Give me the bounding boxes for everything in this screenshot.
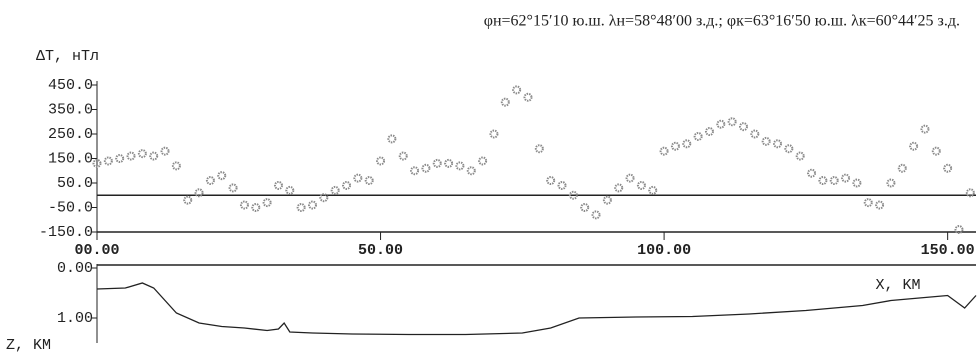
y-tick-label: 1.00 bbox=[57, 310, 93, 327]
data-point bbox=[353, 173, 363, 183]
data-point bbox=[965, 188, 975, 198]
data-point bbox=[863, 198, 873, 208]
data-point bbox=[478, 156, 488, 166]
data-point bbox=[137, 149, 147, 159]
data-point bbox=[841, 173, 851, 183]
data-point bbox=[217, 171, 227, 181]
data-point bbox=[818, 176, 828, 186]
data-point bbox=[466, 166, 476, 176]
data-point bbox=[103, 156, 113, 166]
data-point bbox=[693, 131, 703, 141]
data-point bbox=[126, 151, 136, 161]
data-point bbox=[773, 139, 783, 149]
data-point bbox=[398, 151, 408, 161]
data-point bbox=[376, 156, 386, 166]
y-tick-label: 250.0 bbox=[48, 126, 93, 143]
data-point bbox=[364, 176, 374, 186]
data-point bbox=[761, 136, 771, 146]
data-point bbox=[727, 117, 737, 127]
data-point bbox=[251, 203, 261, 212]
data-point bbox=[410, 166, 420, 176]
data-point bbox=[432, 158, 442, 168]
data-point bbox=[795, 151, 805, 161]
data-point bbox=[750, 129, 760, 139]
data-point bbox=[342, 180, 352, 190]
data-point bbox=[205, 176, 215, 186]
data-point bbox=[829, 176, 839, 186]
data-point bbox=[954, 225, 964, 235]
data-point bbox=[614, 183, 624, 193]
data-point bbox=[591, 210, 601, 220]
x-axis-label: X, KM bbox=[875, 277, 920, 294]
x-tick-label: 00.00 bbox=[74, 242, 119, 259]
data-point bbox=[239, 200, 249, 210]
x-tick-label: 150.00 bbox=[921, 242, 975, 259]
data-point bbox=[296, 203, 306, 212]
data-point bbox=[784, 144, 794, 154]
data-point bbox=[682, 139, 692, 149]
y-tick-label: 50.0 bbox=[57, 175, 93, 192]
data-point bbox=[580, 203, 590, 212]
data-point bbox=[489, 129, 499, 139]
y-axis-label: ΔT, нТл bbox=[36, 48, 99, 65]
data-point bbox=[738, 122, 748, 132]
data-point bbox=[852, 178, 862, 188]
data-point bbox=[500, 97, 510, 107]
y-tick-label: 150.0 bbox=[48, 150, 93, 167]
data-point bbox=[523, 92, 533, 102]
data-point bbox=[149, 151, 159, 161]
data-point bbox=[909, 141, 919, 151]
data-point bbox=[307, 200, 317, 210]
data-point bbox=[285, 185, 295, 195]
data-point bbox=[273, 180, 283, 190]
data-point bbox=[455, 161, 465, 171]
data-point bbox=[625, 173, 635, 183]
data-point bbox=[228, 183, 238, 193]
y-tick-label: 0.00 bbox=[57, 260, 93, 277]
data-point bbox=[546, 176, 556, 186]
data-point bbox=[602, 195, 612, 205]
x-tick-label: 100.00 bbox=[637, 242, 691, 259]
data-point bbox=[886, 178, 896, 188]
y-tick-label: -50.0 bbox=[48, 199, 93, 216]
data-point bbox=[636, 180, 646, 190]
data-point bbox=[92, 158, 102, 168]
data-point bbox=[920, 124, 930, 134]
data-point bbox=[659, 146, 669, 156]
data-point bbox=[194, 188, 204, 198]
chart-title: φн=62°15′10 ю.ш. λн=58°48′00 з.д.; φк=63… bbox=[484, 13, 960, 30]
data-point bbox=[534, 144, 544, 154]
data-point bbox=[387, 134, 397, 144]
data-point bbox=[421, 163, 431, 173]
data-point bbox=[183, 195, 193, 205]
data-point bbox=[897, 163, 907, 173]
data-point bbox=[931, 146, 941, 156]
data-point bbox=[444, 158, 454, 168]
data-point bbox=[716, 119, 726, 129]
y-tick-label: 450.0 bbox=[48, 77, 93, 94]
data-point bbox=[807, 168, 817, 178]
y-tick-label: -150.0 bbox=[39, 224, 93, 241]
data-point bbox=[262, 198, 272, 208]
data-point bbox=[160, 146, 170, 156]
y-axis-label: Z, KM bbox=[6, 337, 51, 353]
data-point bbox=[330, 185, 340, 195]
data-point bbox=[875, 200, 885, 210]
y-tick-label: 350.0 bbox=[48, 101, 93, 118]
data-point bbox=[568, 190, 578, 200]
data-point bbox=[648, 185, 658, 195]
data-point bbox=[704, 127, 714, 137]
data-point bbox=[319, 193, 329, 203]
data-point bbox=[557, 180, 567, 190]
data-point bbox=[512, 85, 522, 95]
data-point bbox=[171, 161, 181, 171]
x-tick-label: 50.00 bbox=[358, 242, 403, 259]
depth-line bbox=[96, 282, 977, 336]
data-point bbox=[115, 154, 125, 163]
data-point bbox=[943, 163, 953, 173]
data-point bbox=[670, 141, 680, 151]
